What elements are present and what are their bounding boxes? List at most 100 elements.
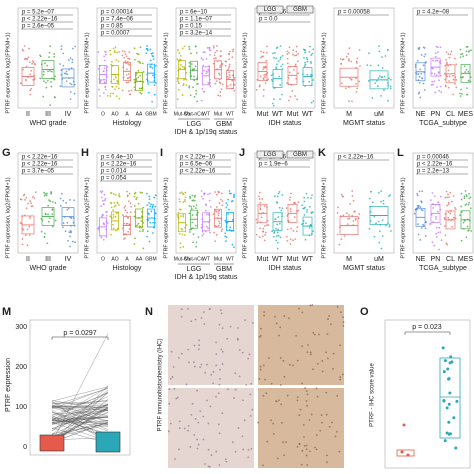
- dot: [47, 204, 50, 207]
- cell: [181, 352, 183, 355]
- cell: [194, 418, 197, 420]
- dot: [43, 194, 46, 197]
- cell: [315, 448, 318, 451]
- box: [396, 449, 415, 457]
- cell: [234, 388, 237, 391]
- dot: [447, 53, 450, 56]
- dot: [439, 85, 442, 88]
- dot: [449, 53, 452, 56]
- dot: [388, 77, 391, 80]
- cell: [187, 348, 190, 351]
- dot: [419, 68, 422, 71]
- dot: [233, 246, 235, 249]
- dot: [183, 234, 186, 236]
- cell: [280, 403, 283, 406]
- cell: [276, 457, 279, 460]
- pair-line: [51, 422, 109, 437]
- dot: [294, 95, 297, 97]
- pair-line: [51, 420, 109, 427]
- dot: [286, 228, 289, 231]
- cell: [242, 399, 244, 402]
- dot: [221, 204, 224, 207]
- dot: [112, 213, 115, 216]
- x-tick-label: IV: [65, 256, 72, 263]
- dot: [152, 58, 155, 61]
- dot: [60, 45, 63, 48]
- dot: [226, 221, 229, 224]
- dot: [469, 76, 472, 79]
- dot: [227, 213, 229, 215]
- cell: [283, 454, 286, 457]
- dot: [126, 190, 128, 193]
- dot: [265, 66, 267, 69]
- dot: [337, 206, 339, 209]
- cell: [180, 315, 183, 318]
- cell: [172, 366, 175, 368]
- dot: [216, 45, 218, 47]
- x-tick-label: CL: [446, 256, 455, 263]
- cell: [286, 394, 289, 397]
- dot: [48, 56, 50, 59]
- cell: [215, 364, 218, 367]
- dot: [153, 84, 156, 87]
- y-axis-title: PTRF expression, log2(FPKM+1): [400, 177, 406, 258]
- dot: [452, 416, 456, 420]
- dot: [463, 195, 466, 198]
- dot: [68, 68, 70, 71]
- dot: [351, 195, 354, 198]
- dot: [192, 233, 195, 236]
- cell: [190, 320, 193, 323]
- dot: [201, 234, 204, 237]
- dot: [350, 60, 353, 63]
- dot: [66, 221, 69, 224]
- cell: [190, 413, 193, 416]
- dot: [97, 51, 100, 53]
- dot: [351, 100, 353, 103]
- group-label: GBM: [293, 152, 307, 158]
- dot: [114, 46, 117, 49]
- dot: [406, 453, 410, 457]
- dot: [42, 70, 45, 73]
- dot: [303, 65, 306, 68]
- dot: [265, 51, 268, 54]
- dot: [286, 50, 289, 53]
- dot: [102, 70, 105, 73]
- dot: [21, 243, 24, 246]
- dot: [437, 231, 440, 234]
- dot: [464, 190, 467, 192]
- cell: [221, 327, 224, 330]
- dot: [462, 55, 465, 58]
- dot: [418, 91, 421, 94]
- dot: [291, 53, 294, 56]
- p-value: p = 6.4e−10: [101, 155, 134, 161]
- dot: [45, 192, 48, 195]
- dot: [435, 218, 437, 220]
- cell: [306, 393, 309, 396]
- dot: [348, 217, 351, 220]
- dot: [30, 69, 32, 72]
- dot: [217, 212, 220, 215]
- dot: [49, 104, 52, 106]
- cell: [218, 383, 221, 386]
- dot: [277, 60, 280, 62]
- y-axis-title: PTRF expression, log2(FPKM+1): [163, 177, 169, 258]
- dot: [62, 199, 65, 202]
- dot: [309, 73, 312, 76]
- cell: [316, 362, 319, 365]
- cell: [327, 318, 329, 320]
- dot: [208, 199, 211, 202]
- dot: [191, 68, 194, 71]
- pair-line: [51, 408, 109, 429]
- dot: [219, 95, 222, 97]
- dot: [138, 227, 141, 229]
- dot: [103, 78, 106, 81]
- dot: [311, 211, 314, 213]
- cell: [325, 391, 328, 394]
- x-tick-label: Mut: [257, 111, 269, 118]
- dot: [33, 62, 36, 65]
- cell: [247, 456, 250, 459]
- dot: [347, 58, 350, 61]
- group-label: LGG: [187, 266, 202, 273]
- dot: [139, 46, 142, 49]
- pair-line: [51, 416, 109, 419]
